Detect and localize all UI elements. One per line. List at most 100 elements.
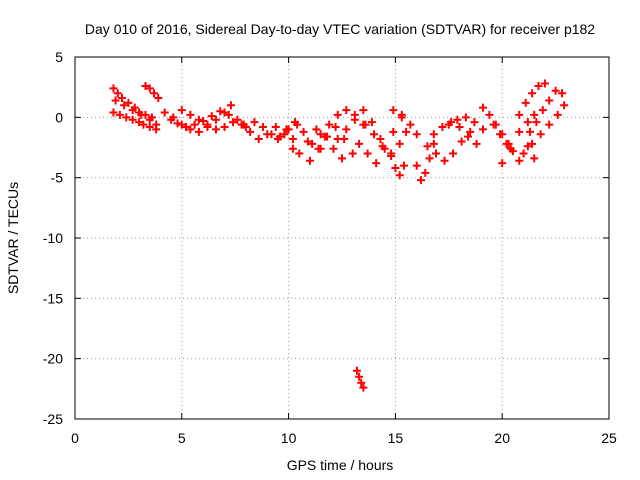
- x-tick-label: 20: [494, 430, 510, 446]
- data-point: [241, 122, 250, 131]
- data-point: [254, 135, 263, 144]
- data-point: [478, 125, 487, 134]
- y-axis-label: SDTVAR / TECUs: [5, 182, 21, 294]
- data-point: [502, 139, 511, 148]
- data-point: [352, 366, 361, 375]
- axis-ticks: 0 5 10 15 20 25 5 0 -5 -10 -15 -20 -25: [43, 49, 617, 446]
- data-point: [128, 106, 137, 115]
- data-point: [303, 137, 312, 146]
- data-point: [376, 135, 385, 144]
- data-point: [530, 154, 539, 163]
- data-point: [466, 127, 475, 136]
- data-point: [145, 122, 154, 131]
- data-point: [308, 139, 317, 148]
- data-point: [194, 127, 203, 136]
- data-point: [325, 120, 334, 129]
- data-point: [363, 149, 372, 158]
- data-point: [160, 108, 169, 117]
- data-point: [152, 120, 161, 129]
- data-point: [387, 151, 396, 160]
- data-point: [224, 110, 233, 119]
- data-point: [177, 106, 186, 115]
- data-point: [190, 120, 199, 129]
- data-point: [498, 159, 507, 168]
- data-point: [329, 144, 338, 153]
- data-point: [141, 81, 150, 90]
- data-point: [288, 144, 297, 153]
- data-point: [515, 127, 524, 136]
- data-point: [378, 142, 387, 151]
- chart-title: Day 010 of 2016, Sidereal Day-to-day VTE…: [85, 21, 595, 37]
- data-point: [203, 120, 212, 129]
- data-point: [348, 149, 357, 158]
- data-point: [250, 118, 259, 127]
- data-point: [246, 127, 255, 136]
- data-point: [342, 125, 351, 134]
- data-point: [412, 130, 421, 139]
- data-point: [540, 79, 549, 88]
- data-point: [515, 110, 524, 119]
- data-point: [425, 154, 434, 163]
- data-point: [145, 115, 154, 124]
- y-tick-label: -15: [43, 290, 63, 306]
- data-point: [528, 89, 537, 98]
- data-point: [438, 122, 447, 131]
- data-point: [194, 115, 203, 124]
- data-point: [528, 139, 537, 148]
- data-point: [538, 106, 547, 115]
- data-point: [267, 130, 276, 139]
- data-point: [109, 108, 118, 117]
- data-point: [431, 149, 440, 158]
- data-point: [530, 110, 539, 119]
- data-point: [417, 176, 426, 185]
- data-points: [109, 79, 569, 392]
- data-point: [372, 159, 381, 168]
- data-point: [295, 149, 304, 158]
- data-point: [137, 110, 146, 119]
- data-point: [342, 106, 351, 115]
- data-point: [216, 107, 225, 116]
- y-tick-label: -25: [43, 411, 63, 427]
- data-point: [359, 383, 368, 392]
- data-point: [154, 94, 163, 103]
- data-point: [545, 96, 554, 105]
- data-point: [558, 89, 567, 98]
- data-point: [117, 94, 126, 103]
- data-point: [128, 115, 137, 124]
- data-point: [288, 135, 297, 144]
- y-tick-label: 5: [55, 49, 63, 65]
- data-point: [173, 119, 182, 128]
- data-point: [423, 142, 432, 151]
- data-point: [536, 130, 545, 139]
- data-point: [399, 161, 408, 170]
- data-point: [113, 89, 122, 98]
- data-point: [150, 89, 159, 98]
- data-point: [391, 164, 400, 173]
- data-point: [237, 120, 246, 129]
- data-point: [361, 120, 370, 129]
- data-point: [211, 125, 220, 134]
- x-tick-label: 10: [281, 430, 297, 446]
- data-point: [515, 156, 524, 165]
- data-point: [233, 115, 242, 124]
- data-point: [139, 120, 148, 129]
- data-point: [472, 139, 481, 148]
- data-point: [370, 130, 379, 139]
- data-point: [135, 118, 144, 127]
- y-tick-label: -5: [51, 170, 64, 186]
- data-point: [291, 118, 300, 127]
- data-point: [521, 98, 530, 107]
- data-point: [553, 110, 562, 119]
- data-point: [186, 110, 195, 119]
- x-tick-label: 15: [388, 430, 404, 446]
- data-point: [389, 127, 398, 136]
- data-point: [182, 122, 191, 131]
- data-point: [357, 378, 366, 387]
- data-point: [229, 118, 238, 127]
- data-point: [122, 113, 131, 122]
- data-point: [496, 130, 505, 139]
- x-tick-label: 5: [178, 430, 186, 446]
- data-point: [109, 84, 118, 93]
- data-point: [421, 168, 430, 177]
- data-point: [444, 120, 453, 129]
